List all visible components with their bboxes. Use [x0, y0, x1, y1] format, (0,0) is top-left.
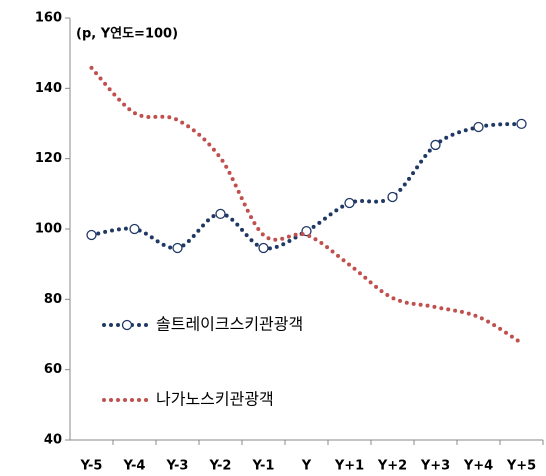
- series-line: [89, 65, 524, 345]
- marker: [86, 229, 97, 241]
- y-tick-label: 140: [35, 81, 62, 96]
- legend-label: 솔트레이크스키관광객: [156, 315, 303, 334]
- marker: [215, 208, 226, 220]
- x-tick-label: Y+3: [420, 459, 450, 474]
- y-tick-label: 100: [35, 222, 62, 237]
- marker: [129, 223, 140, 235]
- marker: [172, 242, 183, 254]
- marker: [516, 118, 527, 130]
- x-tick-label: Y-1: [252, 459, 275, 474]
- y-tick-label: 160: [35, 11, 62, 26]
- x-tick-label: Y+5: [506, 459, 536, 474]
- x-tick-label: Y+1: [334, 459, 364, 474]
- marker: [344, 197, 355, 209]
- y-tick-label: 60: [44, 362, 62, 377]
- x-tick-label: Y+2: [377, 459, 407, 474]
- marker: [387, 191, 398, 203]
- annotation: (p, Y연도=100): [76, 27, 178, 42]
- marker: [473, 121, 484, 133]
- x-tick-label: Y-4: [123, 459, 146, 474]
- x-tick-label: Y: [301, 459, 312, 474]
- x-tick-label: Y-5: [80, 459, 103, 474]
- legend-label: 나가노스키관광객: [156, 390, 274, 409]
- marker: [430, 139, 441, 151]
- x-tick-label: Y-2: [209, 459, 232, 474]
- legend-marker: [121, 319, 133, 331]
- marker: [258, 242, 269, 254]
- y-tick-label: 120: [35, 151, 62, 166]
- y-tick-label: 80: [44, 292, 62, 307]
- x-tick-label: Y+4: [463, 459, 493, 474]
- y-tick-label: 40: [44, 433, 62, 448]
- x-tick-label: Y-3: [166, 459, 189, 474]
